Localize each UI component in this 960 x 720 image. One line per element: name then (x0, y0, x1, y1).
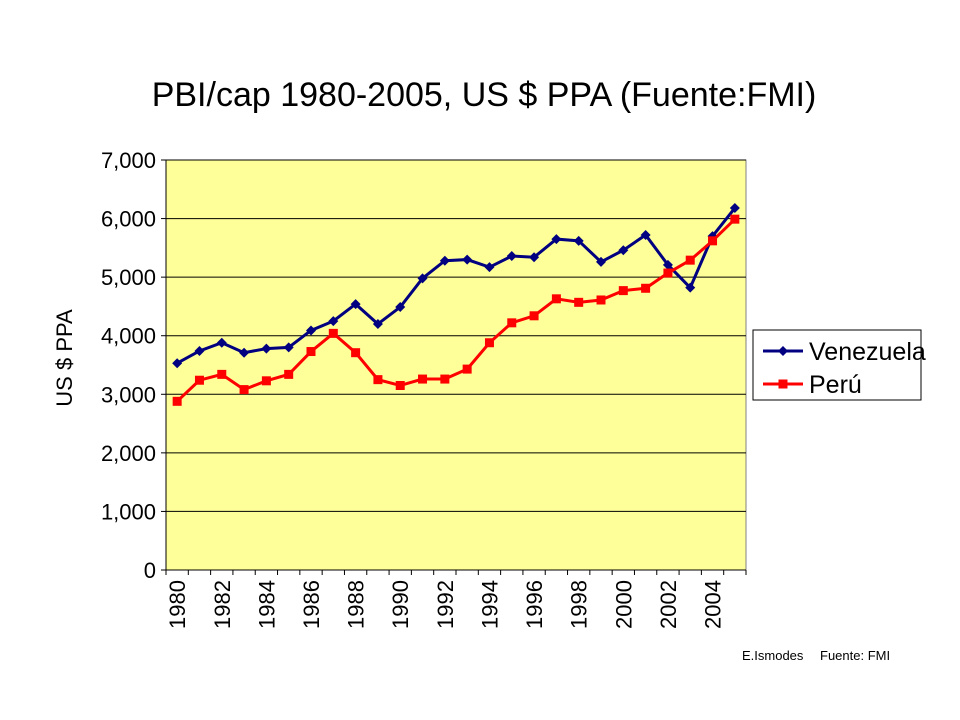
x-tick-label: 1992 (433, 580, 458, 629)
data-point (239, 347, 250, 358)
data-point (618, 245, 629, 256)
x-tick-label: 2000 (611, 580, 636, 629)
y-tick-label: 4,000 (101, 324, 156, 349)
data-point (708, 236, 718, 246)
series-venezuela (172, 203, 740, 369)
data-point (618, 286, 628, 296)
data-point (261, 376, 271, 386)
plot-area (165, 159, 747, 571)
data-point (551, 234, 562, 245)
x-tick-label: 2002 (656, 580, 681, 629)
data-point (283, 342, 294, 353)
x-tick-label: 1984 (254, 580, 279, 629)
legend-label: Perú (809, 371, 862, 399)
data-point (217, 369, 227, 379)
data-point (328, 316, 339, 327)
data-point (641, 283, 651, 293)
legend-item-venezuela: Venezuela (763, 338, 926, 366)
data-point (506, 251, 517, 262)
credit-source: Fuente: FMI (820, 648, 890, 663)
y-tick-label: 6,000 (101, 207, 156, 232)
data-point (596, 295, 606, 305)
data-point (573, 235, 584, 246)
x-tick-label: 1980 (165, 580, 190, 629)
legend-marker (778, 346, 788, 356)
y-tick-label: 0 (144, 558, 156, 583)
data-point (685, 255, 695, 265)
data-point (172, 358, 183, 369)
data-point (730, 214, 740, 224)
data-point (194, 375, 204, 385)
legend-item-peru: Perú (763, 371, 862, 399)
legend-box (752, 329, 922, 401)
data-point (529, 252, 540, 263)
legend-marker (778, 379, 788, 389)
data-point (529, 311, 539, 321)
legend: Venezuela Perú (752, 329, 926, 401)
data-point (462, 254, 473, 265)
series-layer (172, 203, 740, 406)
data-point (551, 294, 561, 304)
data-point (662, 259, 673, 270)
x-tick-label: 1986 (299, 580, 324, 629)
data-point (507, 318, 517, 328)
x-tick-label: 1998 (567, 580, 592, 629)
y-axis-ticks: 0 1,000 2,000 3,000 4,000 5,000 6,000 7,000 (101, 148, 167, 583)
data-point (350, 299, 361, 310)
data-point (484, 262, 495, 273)
data-point (328, 328, 338, 338)
data-point (306, 347, 316, 357)
y-tick-label: 7,000 (101, 148, 156, 173)
data-point (239, 385, 249, 395)
data-point (373, 375, 383, 385)
data-point (440, 374, 450, 384)
data-point (372, 319, 383, 329)
credit-author: E.Ismodes (742, 648, 804, 663)
x-tick-label: 2004 (701, 580, 726, 629)
data-point (284, 369, 294, 379)
data-point (172, 396, 182, 406)
data-point (663, 268, 673, 278)
x-axis-ticks: 1980 1982 1984 1986 1988 1990 1992 1994 1996 1998… (165, 569, 747, 629)
data-point (685, 282, 696, 293)
data-point (417, 273, 428, 284)
x-tick-label: 1990 (388, 580, 413, 629)
legend-label: Venezuela (809, 338, 926, 366)
data-point (395, 302, 406, 313)
data-point (439, 255, 450, 266)
data-point (640, 229, 651, 240)
x-tick-label: 1982 (210, 580, 235, 629)
gridlines (166, 159, 746, 571)
y-tick-label: 5,000 (101, 265, 156, 290)
data-point (596, 256, 606, 267)
data-point (484, 338, 494, 348)
y-axis-label: US $ PPA (52, 309, 77, 407)
x-tick-label: 1994 (477, 580, 502, 629)
data-point (462, 364, 472, 374)
y-tick-label: 3,000 (101, 382, 156, 407)
y-tick-label: 2,000 (101, 441, 156, 466)
chart-title: PBI/cap 1980-2005, US $ PPA (Fuente:FMI) (152, 76, 817, 114)
data-point (395, 381, 405, 390)
data-point (729, 203, 740, 214)
x-tick-label: 1996 (522, 580, 547, 629)
data-point (261, 343, 272, 354)
series-peru (172, 214, 740, 406)
data-point (351, 348, 361, 358)
x-tick-label: 1988 (344, 580, 369, 629)
data-point (574, 297, 584, 307)
y-tick-label: 1,000 (101, 499, 156, 524)
data-point (216, 337, 227, 348)
data-point (306, 325, 316, 336)
data-point (418, 374, 428, 384)
data-point (194, 345, 205, 356)
